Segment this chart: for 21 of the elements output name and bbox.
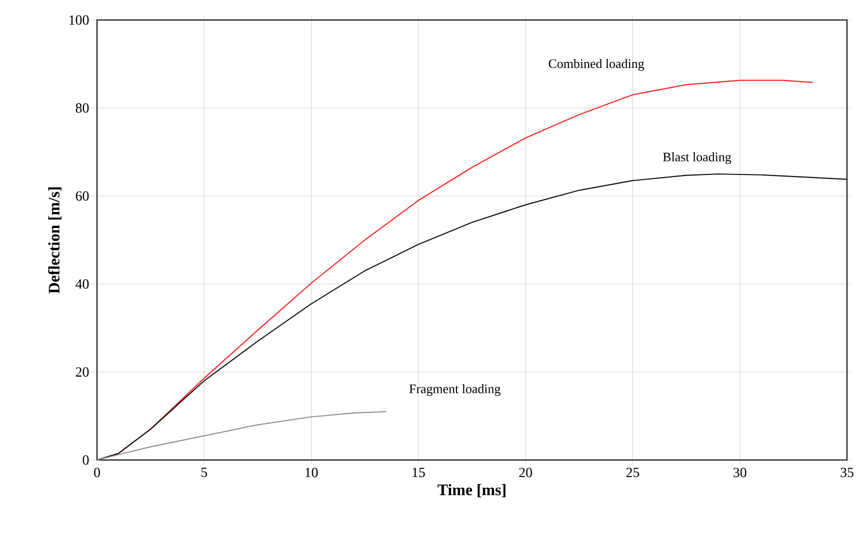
line-series <box>96 411 387 461</box>
x-tick-label: 20 <box>519 468 532 478</box>
x-tick-label: 15 <box>412 468 425 478</box>
x-tick-label: 35 <box>840 468 854 478</box>
x-tick-label: 0 <box>94 468 100 478</box>
y-tick-label: 60 <box>76 191 89 201</box>
y-tick-label: 40 <box>76 279 89 289</box>
text: Fragment loading <box>409 384 500 396</box>
y-tick-label: 80 <box>76 103 89 113</box>
y-tick-label: 0 <box>82 455 89 465</box>
x-tick-label: 10 <box>306 468 318 478</box>
line-series <box>96 173 848 461</box>
x-tick-label: 25 <box>626 468 640 478</box>
y-axis-title: Deflection [m/s] <box>48 187 62 294</box>
x-tick-label: 30 <box>734 468 746 478</box>
x-axis-title: Time [ms] <box>438 484 506 498</box>
y-tick-label: 20 <box>76 367 89 377</box>
series-label: Combined loading <box>548 58 644 71</box>
y-tick-label: 100 <box>70 15 89 25</box>
x-tick-label: 5 <box>201 468 208 478</box>
series-label: Blast loading <box>663 152 732 164</box>
